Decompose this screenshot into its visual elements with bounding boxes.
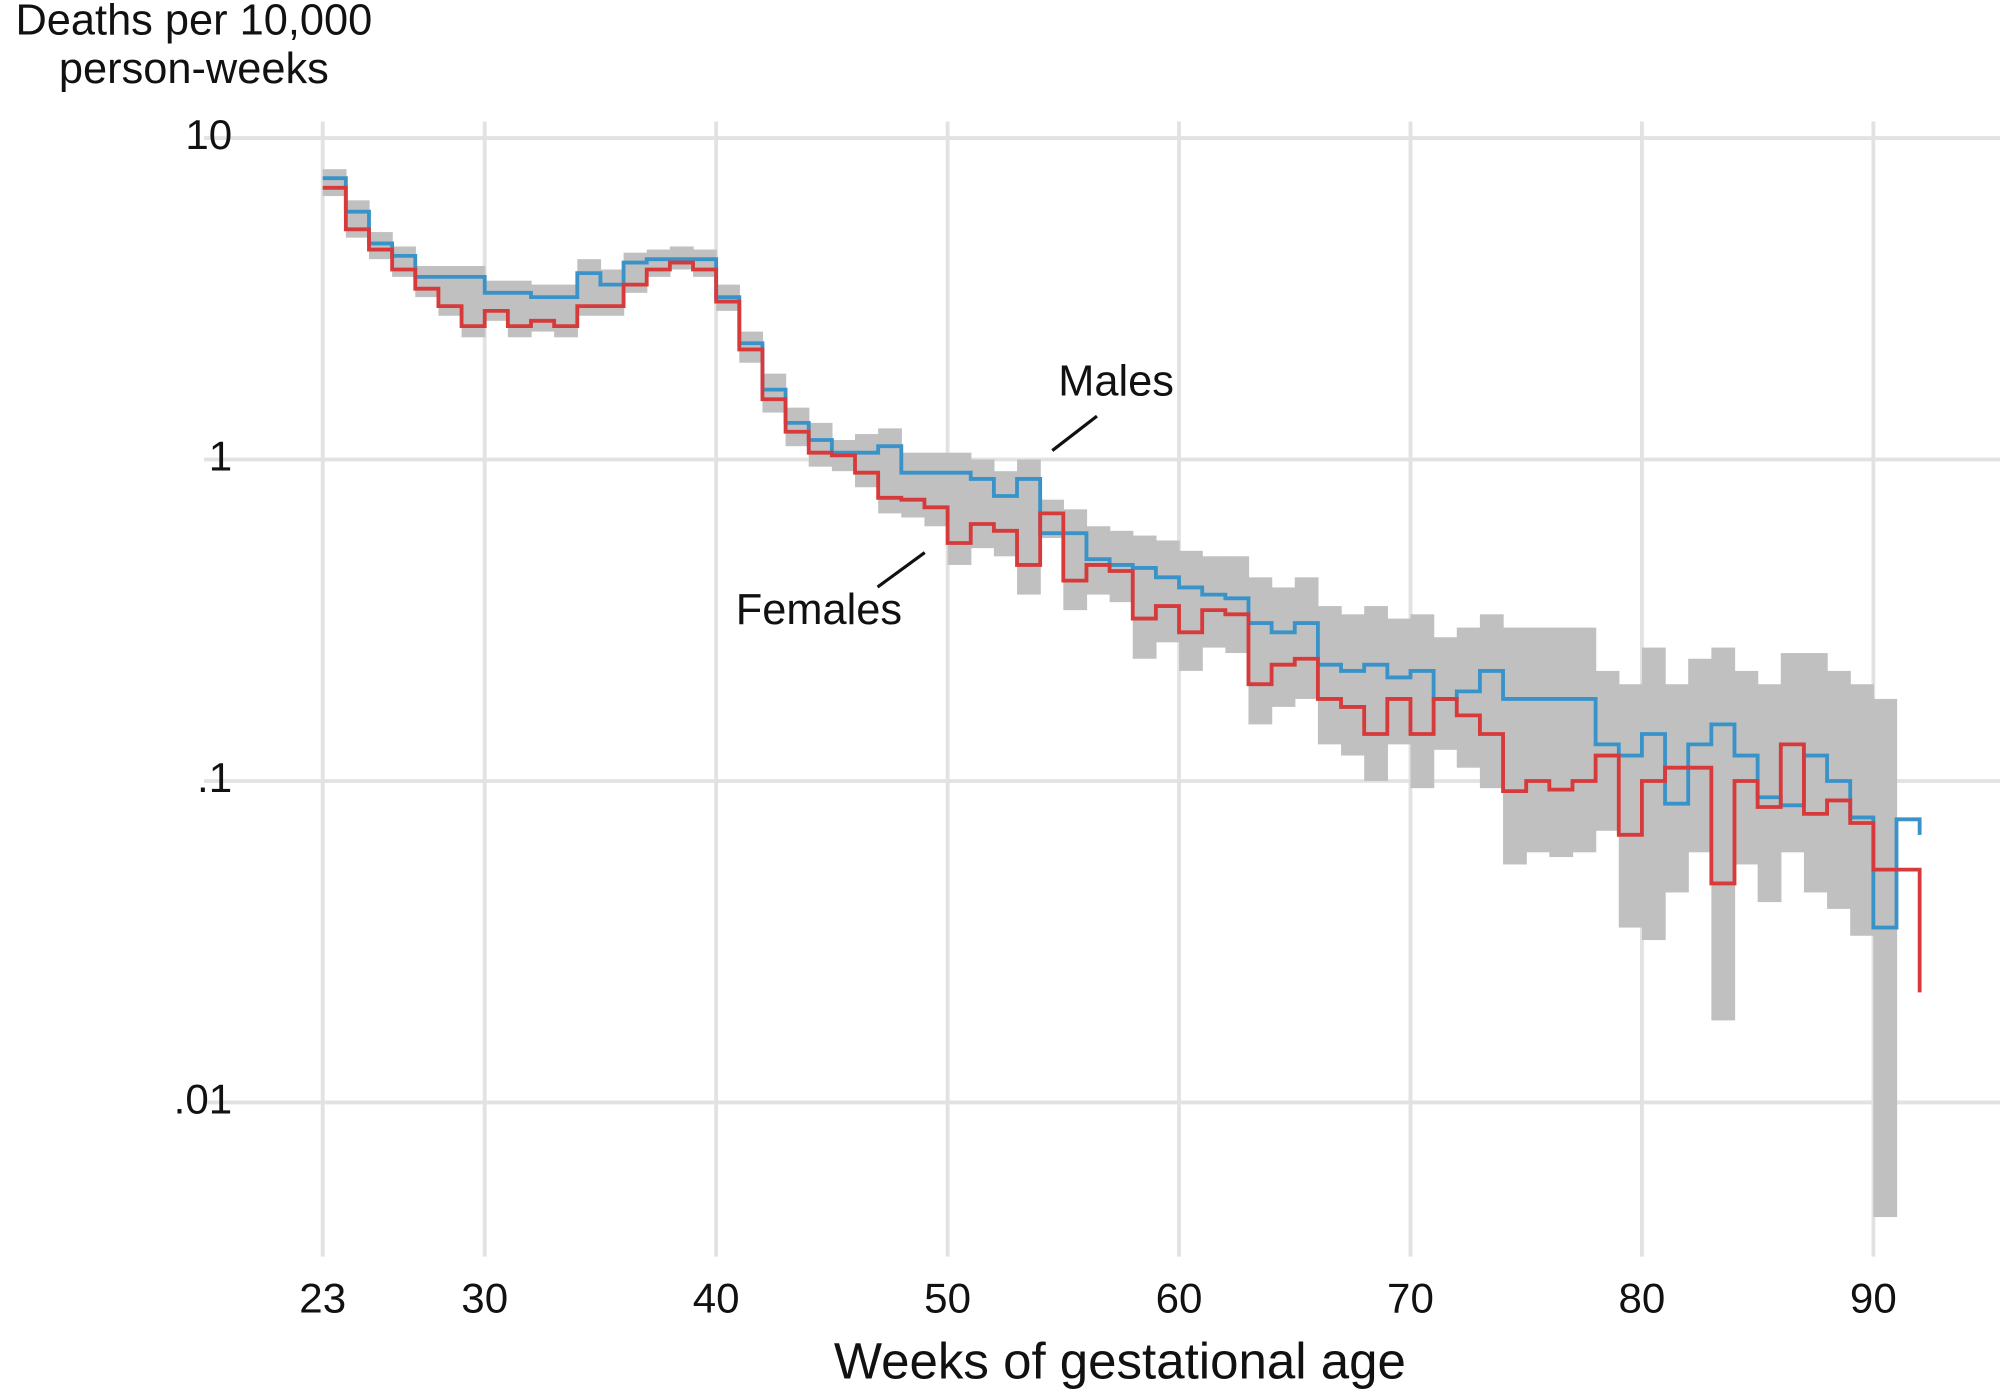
band-segment bbox=[1873, 698, 1898, 1218]
x-axis-label: Weeks of gestational age bbox=[834, 1333, 1406, 1390]
band-segment bbox=[901, 452, 926, 518]
x-tick-label: 90 bbox=[1850, 1274, 1897, 1321]
band-segment bbox=[1271, 587, 1296, 707]
band-segment bbox=[1595, 670, 1620, 831]
band-segment bbox=[1294, 577, 1319, 699]
leader-line bbox=[876, 551, 926, 589]
y-tick-label: 10 bbox=[185, 111, 232, 158]
band-segment bbox=[1387, 618, 1412, 745]
band-segment bbox=[1410, 614, 1435, 789]
annotation: Males bbox=[1058, 358, 1174, 406]
band-segment bbox=[1179, 550, 1203, 671]
leader-line bbox=[1051, 414, 1098, 452]
band-segment bbox=[1757, 684, 1782, 903]
band-segment bbox=[507, 280, 532, 338]
band-segment bbox=[1827, 670, 1851, 909]
band-segment bbox=[1618, 684, 1643, 928]
y-tick-label: 1 bbox=[209, 433, 232, 480]
band-segment bbox=[1225, 556, 1250, 654]
band-segment bbox=[1780, 653, 1805, 853]
band-segment bbox=[1364, 606, 1388, 781]
band-segment bbox=[1155, 540, 1180, 643]
band-segment bbox=[322, 169, 347, 197]
lines bbox=[322, 176, 1922, 993]
band-segment bbox=[1665, 684, 1689, 893]
band-segment bbox=[1341, 614, 1365, 756]
band-segment bbox=[415, 265, 440, 298]
band-segment bbox=[1017, 459, 1041, 595]
x-tick-label: 30 bbox=[461, 1274, 508, 1321]
x-tick-label: 80 bbox=[1619, 1274, 1666, 1321]
annotation: Females bbox=[736, 586, 902, 634]
band-segment bbox=[1317, 606, 1342, 745]
band-segment bbox=[1040, 499, 1064, 538]
series-line bbox=[322, 185, 1922, 993]
band-segment bbox=[924, 452, 949, 527]
y-tick-label: .1 bbox=[197, 754, 232, 801]
band-segment bbox=[646, 249, 671, 277]
band-segment bbox=[623, 252, 648, 293]
confidence-band bbox=[322, 169, 1898, 1218]
band-segment bbox=[1688, 658, 1712, 853]
band-segment bbox=[878, 428, 902, 514]
band-segment bbox=[1850, 684, 1874, 936]
band-segment bbox=[1711, 647, 1736, 1021]
band-segment bbox=[461, 265, 486, 338]
band-segment bbox=[1248, 577, 1273, 725]
band-segment bbox=[1549, 627, 1574, 858]
band-segment bbox=[554, 284, 578, 338]
band-segment bbox=[1572, 627, 1597, 853]
band-segment bbox=[368, 232, 393, 260]
band-segment bbox=[1734, 670, 1759, 865]
band-segment bbox=[1479, 614, 1504, 789]
band-segment bbox=[1503, 627, 1527, 865]
band-segment bbox=[531, 284, 555, 332]
x-tick-label: 40 bbox=[693, 1274, 740, 1321]
band-segment bbox=[693, 249, 717, 277]
band-segment bbox=[970, 459, 995, 549]
y-tick-label: .01 bbox=[174, 1076, 233, 1123]
band-segment bbox=[438, 265, 463, 316]
band-segment bbox=[1433, 637, 1458, 750]
y-axis-label: Deaths per 10,000 bbox=[15, 0, 372, 45]
series-line bbox=[322, 176, 1922, 930]
band-segment bbox=[1132, 535, 1157, 659]
band-segment bbox=[1641, 647, 1666, 941]
y-axis-label: person-weeks bbox=[59, 45, 329, 93]
band-segment bbox=[484, 280, 509, 321]
band-segment bbox=[762, 373, 787, 413]
x-tick-label: 23 bbox=[299, 1274, 346, 1321]
band-segment bbox=[1063, 509, 1088, 611]
x-tick-label: 50 bbox=[924, 1274, 971, 1321]
band-segment bbox=[1526, 627, 1550, 853]
band-segment bbox=[392, 246, 416, 277]
band-segment bbox=[855, 434, 879, 488]
band-segment bbox=[739, 331, 764, 363]
band-segment bbox=[1803, 653, 1828, 893]
band-segment bbox=[808, 422, 833, 467]
x-tick-label: 70 bbox=[1387, 1274, 1434, 1321]
x-tick-label: 60 bbox=[1156, 1274, 1203, 1321]
band-segment bbox=[1456, 627, 1481, 768]
band-segment bbox=[993, 471, 1018, 557]
band-segment bbox=[600, 269, 625, 316]
band-segment bbox=[345, 200, 370, 238]
band-segment bbox=[785, 407, 810, 447]
band-segment bbox=[1202, 556, 1226, 648]
band-segment bbox=[947, 452, 972, 565]
